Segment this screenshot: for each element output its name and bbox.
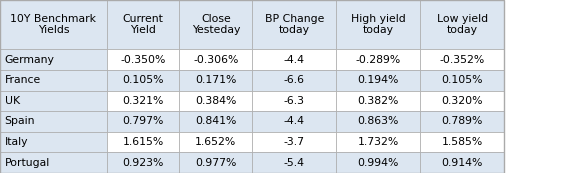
Bar <box>336 0 420 49</box>
Bar <box>420 49 504 70</box>
Bar <box>179 49 252 70</box>
Text: -6.6: -6.6 <box>284 75 304 85</box>
Text: 0.321%: 0.321% <box>123 96 164 106</box>
Text: Current
Yield: Current Yield <box>123 14 164 35</box>
Bar <box>420 132 504 152</box>
Bar <box>420 70 504 90</box>
Bar <box>107 132 179 152</box>
Bar <box>0 49 107 70</box>
Text: Portugal: Portugal <box>5 158 50 168</box>
Bar <box>179 0 252 49</box>
Bar <box>336 90 420 111</box>
Text: 0.789%: 0.789% <box>442 116 483 126</box>
Text: -4.4: -4.4 <box>284 116 304 126</box>
Text: UK: UK <box>5 96 20 106</box>
Text: -0.350%: -0.350% <box>120 55 166 65</box>
Bar <box>0 132 107 152</box>
Bar <box>179 70 252 90</box>
Bar <box>107 152 179 173</box>
Text: 0.171%: 0.171% <box>195 75 236 85</box>
Text: 0.105%: 0.105% <box>441 75 483 85</box>
Text: 10Y Benchmark
Yields: 10Y Benchmark Yields <box>10 14 97 35</box>
Bar <box>336 70 420 90</box>
Bar <box>252 0 336 49</box>
Text: 0.923%: 0.923% <box>123 158 164 168</box>
Text: 1.652%: 1.652% <box>195 137 236 147</box>
Text: Low yield
today: Low yield today <box>437 14 488 35</box>
Bar <box>0 0 107 49</box>
Bar <box>0 0 504 173</box>
Text: 1.585%: 1.585% <box>442 137 483 147</box>
Text: 0.384%: 0.384% <box>195 96 236 106</box>
Bar <box>107 49 179 70</box>
Bar <box>0 90 107 111</box>
Text: 0.797%: 0.797% <box>123 116 164 126</box>
Bar <box>252 90 336 111</box>
Text: 0.977%: 0.977% <box>195 158 236 168</box>
Bar <box>252 152 336 173</box>
Text: Germany: Germany <box>5 55 55 65</box>
Text: 0.841%: 0.841% <box>195 116 236 126</box>
Bar <box>107 70 179 90</box>
Bar <box>107 0 179 49</box>
Text: France: France <box>5 75 41 85</box>
Bar <box>0 70 107 90</box>
Text: 0.382%: 0.382% <box>358 96 399 106</box>
Text: 0.194%: 0.194% <box>358 75 399 85</box>
Bar <box>420 90 504 111</box>
Text: -0.352%: -0.352% <box>440 55 485 65</box>
Bar <box>252 70 336 90</box>
Bar <box>420 0 504 49</box>
Text: BP Change
today: BP Change today <box>265 14 324 35</box>
Bar <box>107 90 179 111</box>
Bar <box>336 132 420 152</box>
Text: Close
Yesteday: Close Yesteday <box>191 14 240 35</box>
Text: 0.320%: 0.320% <box>441 96 483 106</box>
Bar <box>420 152 504 173</box>
Bar <box>336 111 420 132</box>
Text: 1.732%: 1.732% <box>358 137 399 147</box>
Text: 0.105%: 0.105% <box>122 75 164 85</box>
Text: -0.289%: -0.289% <box>356 55 401 65</box>
Text: 0.863%: 0.863% <box>358 116 399 126</box>
Bar <box>179 111 252 132</box>
Bar <box>252 49 336 70</box>
Bar <box>179 152 252 173</box>
Text: -4.4: -4.4 <box>284 55 304 65</box>
Bar <box>336 152 420 173</box>
Bar <box>252 132 336 152</box>
Bar <box>0 152 107 173</box>
Text: Spain: Spain <box>5 116 35 126</box>
Text: -5.4: -5.4 <box>284 158 304 168</box>
Text: High yield
today: High yield today <box>351 14 406 35</box>
Bar <box>336 49 420 70</box>
Text: 0.994%: 0.994% <box>358 158 399 168</box>
Text: 1.615%: 1.615% <box>123 137 164 147</box>
Text: Italy: Italy <box>5 137 28 147</box>
Text: -0.306%: -0.306% <box>193 55 239 65</box>
Text: -3.7: -3.7 <box>284 137 304 147</box>
Bar <box>179 132 252 152</box>
Text: -6.3: -6.3 <box>284 96 304 106</box>
Text: 0.914%: 0.914% <box>442 158 483 168</box>
Bar <box>420 111 504 132</box>
Bar <box>252 111 336 132</box>
Bar <box>179 90 252 111</box>
Bar <box>107 111 179 132</box>
Bar <box>0 111 107 132</box>
